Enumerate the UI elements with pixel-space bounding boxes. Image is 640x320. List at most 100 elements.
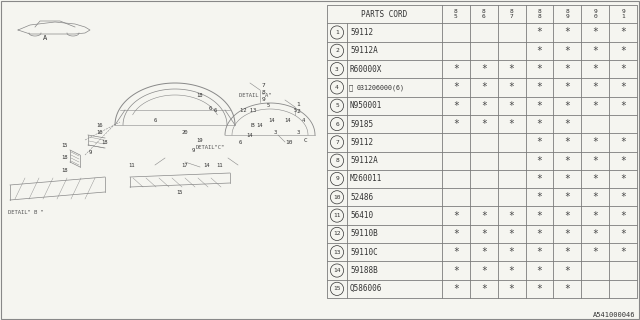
Bar xyxy=(470,225,498,243)
Text: 59185: 59185 xyxy=(350,120,373,129)
Text: 2: 2 xyxy=(296,108,300,114)
Bar xyxy=(581,97,609,115)
Text: 59112: 59112 xyxy=(350,28,373,37)
Bar xyxy=(347,170,442,188)
Bar xyxy=(327,206,347,225)
Bar xyxy=(498,280,525,298)
Text: *: * xyxy=(536,83,543,92)
Text: *: * xyxy=(620,101,626,111)
Bar xyxy=(498,78,525,97)
Text: 59112A: 59112A xyxy=(350,156,378,165)
Text: *: * xyxy=(536,137,543,147)
Bar xyxy=(609,115,637,133)
Text: *: * xyxy=(509,229,515,239)
Text: *: * xyxy=(564,28,570,37)
Text: *: * xyxy=(481,64,487,74)
Text: 19: 19 xyxy=(196,138,204,142)
Bar xyxy=(470,60,498,78)
Bar xyxy=(581,5,609,23)
Bar xyxy=(327,60,347,78)
Bar xyxy=(347,133,442,151)
Text: *: * xyxy=(564,137,570,147)
Text: 9
1: 9 1 xyxy=(621,9,625,19)
Text: B: B xyxy=(250,123,254,127)
Text: 4: 4 xyxy=(335,85,339,90)
Bar xyxy=(498,225,525,243)
Bar xyxy=(581,188,609,206)
Text: 18: 18 xyxy=(61,167,68,172)
Text: 10: 10 xyxy=(285,140,292,145)
Bar xyxy=(347,42,442,60)
Text: 15: 15 xyxy=(333,286,340,291)
Text: 59112A: 59112A xyxy=(350,46,378,55)
Text: *: * xyxy=(453,101,459,111)
Text: 18: 18 xyxy=(102,140,108,145)
Text: 14: 14 xyxy=(333,268,340,273)
Text: *: * xyxy=(453,211,459,220)
Text: 56410: 56410 xyxy=(350,211,373,220)
Bar xyxy=(581,243,609,261)
Text: Q586006: Q586006 xyxy=(350,284,382,293)
Bar xyxy=(498,115,525,133)
Bar xyxy=(327,170,347,188)
Text: *: * xyxy=(592,83,598,92)
Bar xyxy=(581,115,609,133)
Text: 9: 9 xyxy=(191,148,195,153)
Bar xyxy=(442,60,470,78)
Bar xyxy=(442,243,470,261)
Bar xyxy=(347,115,442,133)
Text: *: * xyxy=(536,229,543,239)
Bar xyxy=(498,5,525,23)
Text: *: * xyxy=(620,83,626,92)
Bar xyxy=(347,97,442,115)
Text: N950001: N950001 xyxy=(350,101,382,110)
Text: 2: 2 xyxy=(335,48,339,53)
Bar xyxy=(609,261,637,280)
Text: 12: 12 xyxy=(333,231,340,236)
Bar xyxy=(581,280,609,298)
Bar xyxy=(554,225,581,243)
Bar xyxy=(498,170,525,188)
Bar xyxy=(442,225,470,243)
Text: 16: 16 xyxy=(97,130,103,134)
Text: 14: 14 xyxy=(257,123,263,127)
Text: *: * xyxy=(620,211,626,220)
Bar xyxy=(327,115,347,133)
Bar xyxy=(525,170,554,188)
Bar xyxy=(525,225,554,243)
Text: 59110B: 59110B xyxy=(350,229,378,238)
Text: *: * xyxy=(620,229,626,239)
Bar xyxy=(347,60,442,78)
Bar xyxy=(581,206,609,225)
Text: 6: 6 xyxy=(209,106,212,110)
Text: R60000X: R60000X xyxy=(350,65,382,74)
Text: 15: 15 xyxy=(61,142,68,148)
Text: *: * xyxy=(592,229,598,239)
Bar xyxy=(470,151,498,170)
Bar xyxy=(470,115,498,133)
Bar xyxy=(554,206,581,225)
Text: *: * xyxy=(592,46,598,56)
Text: *: * xyxy=(592,156,598,166)
Text: 3: 3 xyxy=(273,130,276,134)
Bar xyxy=(525,78,554,97)
Text: *: * xyxy=(453,64,459,74)
Text: 5: 5 xyxy=(293,108,296,113)
Text: *: * xyxy=(620,28,626,37)
Text: *: * xyxy=(481,247,487,257)
Bar xyxy=(327,5,442,23)
Bar xyxy=(525,151,554,170)
Bar xyxy=(442,151,470,170)
Bar xyxy=(609,206,637,225)
Bar xyxy=(470,206,498,225)
Bar xyxy=(442,170,470,188)
Bar xyxy=(609,23,637,42)
Bar xyxy=(554,188,581,206)
Bar xyxy=(609,151,637,170)
Text: *: * xyxy=(536,64,543,74)
Bar xyxy=(609,170,637,188)
Text: 5: 5 xyxy=(335,103,339,108)
Text: 8: 8 xyxy=(335,158,339,163)
Bar xyxy=(525,5,554,23)
Text: *: * xyxy=(481,284,487,294)
